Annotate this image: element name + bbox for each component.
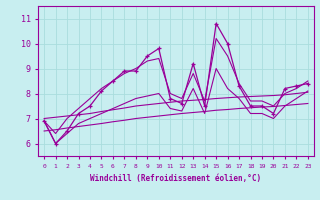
X-axis label: Windchill (Refroidissement éolien,°C): Windchill (Refroidissement éolien,°C) <box>91 174 261 183</box>
